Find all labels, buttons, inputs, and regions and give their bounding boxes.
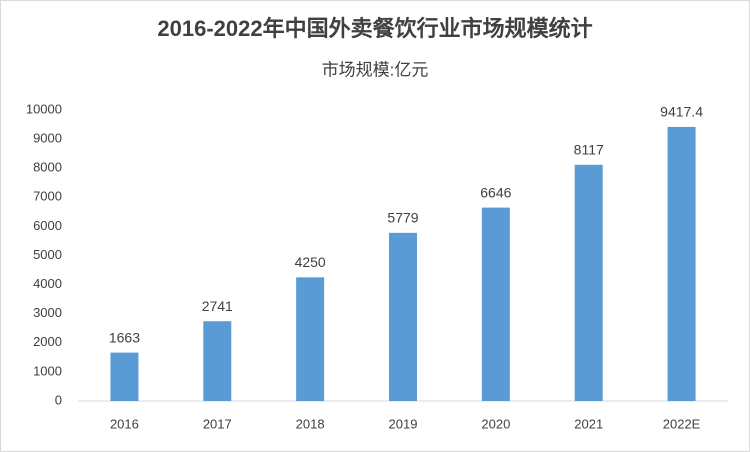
y-tick-label: 4000 xyxy=(33,276,62,291)
data-label: 9417.4 xyxy=(660,104,703,120)
y-tick-label: 8000 xyxy=(33,160,62,175)
data-label: 1663 xyxy=(109,329,140,345)
data-label: 8117 xyxy=(574,141,604,157)
y-tick-label: 7000 xyxy=(33,189,62,204)
bar xyxy=(389,232,417,401)
y-tick-label: 9000 xyxy=(33,131,62,146)
x-tick-label: 2018 xyxy=(296,416,325,431)
bar xyxy=(481,207,510,401)
y-tick-label: 10000 xyxy=(26,101,62,116)
x-tick-label: 2020 xyxy=(481,416,510,431)
data-label: 5779 xyxy=(387,210,418,226)
bar xyxy=(574,164,603,401)
y-tick-label: 5000 xyxy=(33,247,62,262)
bar xyxy=(110,352,139,401)
x-tick-label: 2022E xyxy=(663,416,701,431)
y-tick-label: 6000 xyxy=(33,218,62,233)
y-tick-label: 1000 xyxy=(33,363,62,378)
data-label: 4250 xyxy=(295,254,326,270)
data-label: 2741 xyxy=(202,298,233,314)
x-tick-label: 2021 xyxy=(574,416,603,431)
y-tick-label: 2000 xyxy=(33,334,62,349)
y-tick-label: 0 xyxy=(55,392,62,407)
chart-title: 2016-2022年中国外卖餐饮行业市场规模统计 xyxy=(157,16,592,41)
x-tick-label: 2016 xyxy=(110,416,139,431)
bar xyxy=(296,277,325,401)
chart-subtitle: 市场规模:亿元 xyxy=(322,60,429,79)
data-label: 6646 xyxy=(480,184,511,200)
bar xyxy=(667,126,696,401)
y-tick-label: 3000 xyxy=(33,305,62,320)
x-tick-label: 2017 xyxy=(203,416,232,431)
x-tick-label: 2019 xyxy=(389,416,418,431)
bar xyxy=(203,321,232,401)
